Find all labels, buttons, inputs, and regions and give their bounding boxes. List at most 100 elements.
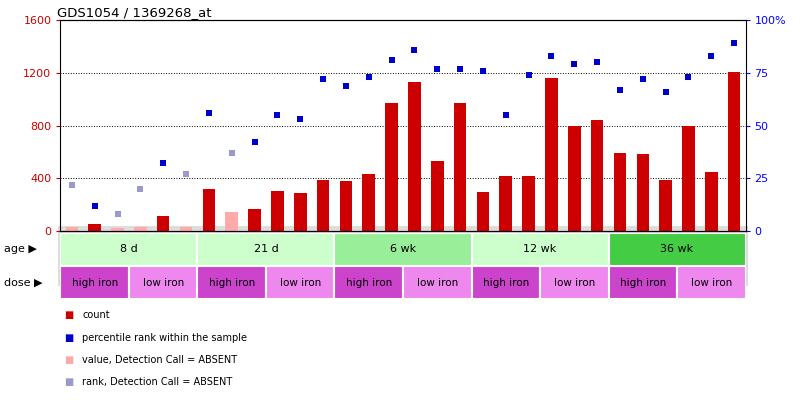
FancyBboxPatch shape [197, 266, 266, 299]
Bar [545, 77, 558, 231]
Text: ■: ■ [64, 311, 73, 320]
Point [317, 76, 330, 83]
Text: low iron: low iron [143, 278, 184, 288]
Bar [522, 176, 535, 231]
Bar [65, 227, 78, 231]
Text: rank, Detection Call = ABSENT: rank, Detection Call = ABSENT [82, 377, 232, 387]
Text: value, Detection Call = ABSENT: value, Detection Call = ABSENT [82, 355, 237, 365]
Point [476, 68, 489, 74]
FancyBboxPatch shape [609, 233, 746, 266]
Point [430, 66, 443, 72]
Bar [500, 176, 512, 231]
Text: high iron: high iron [209, 278, 255, 288]
Point [156, 160, 169, 167]
Bar [180, 227, 193, 231]
Point [591, 59, 604, 66]
Point [728, 40, 741, 47]
Point [293, 116, 306, 122]
Bar [271, 191, 284, 231]
Text: high iron: high iron [346, 278, 392, 288]
Point [613, 87, 626, 93]
Point [362, 74, 375, 80]
Point [271, 112, 284, 118]
Text: high iron: high iron [620, 278, 666, 288]
Text: age ▶: age ▶ [4, 245, 37, 254]
FancyBboxPatch shape [60, 266, 129, 299]
Bar [728, 72, 741, 231]
Point [202, 110, 215, 116]
FancyBboxPatch shape [609, 266, 677, 299]
Text: ■: ■ [64, 355, 73, 365]
Text: 8 d: 8 d [120, 245, 138, 254]
FancyBboxPatch shape [540, 266, 609, 299]
Text: low iron: low iron [691, 278, 732, 288]
Bar [385, 103, 398, 231]
Text: ■: ■ [64, 333, 73, 343]
Point [134, 185, 147, 192]
Point [567, 61, 580, 68]
Point [65, 181, 78, 188]
Bar [248, 209, 261, 231]
Bar [317, 179, 330, 231]
FancyBboxPatch shape [266, 266, 334, 299]
Point [499, 112, 513, 118]
Bar [111, 228, 124, 231]
Point [180, 171, 193, 177]
Bar [408, 82, 421, 231]
Bar [363, 174, 375, 231]
FancyBboxPatch shape [334, 266, 403, 299]
Bar [591, 119, 604, 231]
Text: 6 wk: 6 wk [390, 245, 416, 254]
Bar [454, 102, 467, 231]
Text: 12 wk: 12 wk [523, 245, 557, 254]
Bar [476, 192, 489, 231]
FancyBboxPatch shape [472, 233, 609, 266]
Point [385, 57, 398, 64]
Bar [659, 179, 672, 231]
Point [408, 47, 421, 53]
Point [545, 53, 558, 59]
FancyBboxPatch shape [197, 233, 334, 266]
Point [522, 72, 535, 78]
Text: percentile rank within the sample: percentile rank within the sample [82, 333, 247, 343]
Point [704, 53, 717, 59]
FancyBboxPatch shape [334, 233, 472, 266]
Text: count: count [82, 311, 110, 320]
FancyBboxPatch shape [472, 266, 540, 299]
Bar [226, 212, 238, 231]
Text: GDS1054 / 1369268_at: GDS1054 / 1369268_at [57, 6, 211, 19]
Point [339, 82, 352, 89]
Text: low iron: low iron [280, 278, 321, 288]
FancyBboxPatch shape [677, 266, 746, 299]
Text: low iron: low iron [554, 278, 595, 288]
Text: high iron: high iron [72, 278, 118, 288]
FancyBboxPatch shape [403, 266, 472, 299]
Bar [339, 181, 352, 231]
Point [88, 202, 101, 209]
Bar [294, 193, 306, 231]
Bar [431, 161, 443, 231]
Text: 21 d: 21 d [254, 245, 278, 254]
Bar [613, 153, 626, 231]
Text: ■: ■ [64, 377, 73, 387]
Point [454, 66, 467, 72]
Point [225, 150, 239, 156]
Point [111, 211, 124, 217]
Bar [705, 172, 717, 231]
Point [659, 89, 672, 95]
Bar [134, 227, 147, 231]
Text: low iron: low iron [417, 278, 458, 288]
Bar [682, 126, 695, 231]
Point [682, 74, 695, 80]
Bar [157, 216, 169, 231]
Point [248, 139, 261, 146]
Bar [89, 224, 101, 231]
FancyBboxPatch shape [60, 233, 197, 266]
Text: high iron: high iron [483, 278, 529, 288]
Bar [202, 189, 215, 231]
Text: dose ▶: dose ▶ [4, 278, 43, 288]
Text: 36 wk: 36 wk [660, 245, 694, 254]
Bar [568, 126, 580, 231]
FancyBboxPatch shape [129, 266, 197, 299]
Bar [637, 154, 649, 231]
